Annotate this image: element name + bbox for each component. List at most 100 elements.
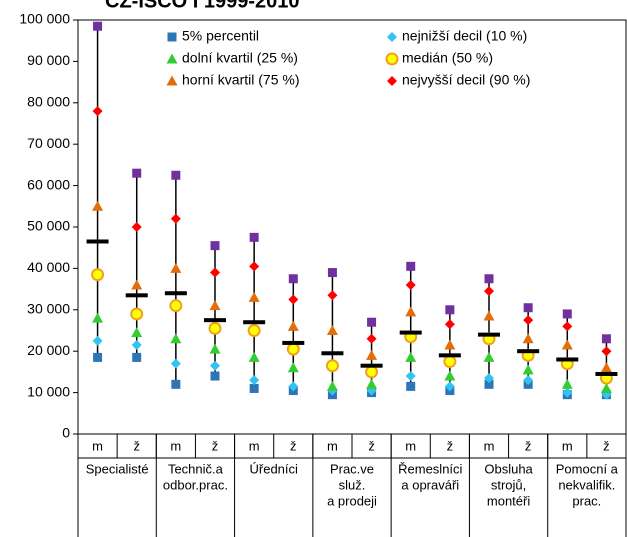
point	[92, 312, 104, 323]
point	[93, 21, 103, 31]
point	[561, 378, 573, 389]
point	[360, 363, 383, 368]
point	[326, 325, 338, 335]
point	[86, 239, 109, 244]
group-label: prac.	[572, 493, 601, 508]
point	[365, 365, 379, 379]
point	[249, 232, 259, 242]
x-tick-label: ž	[290, 438, 297, 453]
point	[327, 268, 337, 278]
legend-marker	[166, 75, 178, 86]
point	[444, 370, 456, 381]
point	[204, 318, 226, 323]
point	[171, 379, 181, 389]
point	[562, 321, 573, 332]
point	[130, 307, 144, 321]
point	[445, 305, 455, 315]
point	[209, 343, 221, 354]
x-tick-label: m	[170, 438, 181, 453]
point	[209, 300, 221, 311]
point	[522, 333, 534, 344]
x-tick-label: m	[562, 438, 573, 453]
point	[444, 381, 455, 392]
point	[170, 333, 182, 344]
point	[523, 303, 533, 313]
point	[405, 279, 416, 290]
legend-label: medián (50 %)	[402, 50, 493, 66]
point	[443, 355, 457, 369]
point	[164, 291, 187, 296]
point	[248, 351, 260, 362]
point	[287, 320, 299, 331]
point	[399, 330, 422, 335]
point	[91, 268, 105, 282]
group-label: strojů,	[491, 477, 526, 492]
legend-marker	[387, 32, 397, 42]
point	[249, 375, 260, 386]
point	[132, 168, 142, 178]
legend-label: nejnižší decil (10 %)	[402, 28, 527, 44]
point	[522, 364, 534, 375]
point	[170, 262, 182, 273]
point	[484, 373, 494, 384]
point	[170, 213, 181, 224]
group-label: služ.	[339, 477, 366, 492]
y-tick-label: 100 000	[19, 11, 70, 27]
x-tick-label: m	[92, 438, 103, 453]
group-label: a prodeji	[327, 493, 377, 508]
y-tick-label: 30 000	[27, 301, 70, 317]
x-tick-label: ž	[368, 438, 375, 453]
x-tick-label: ž	[212, 438, 219, 453]
point	[556, 357, 579, 362]
group-label: Úředníci	[250, 461, 299, 476]
point	[478, 332, 500, 337]
point	[561, 339, 573, 350]
group-label: a opraváři	[401, 477, 459, 492]
point	[601, 346, 612, 357]
group-label: Řemeslníci	[398, 461, 462, 476]
point	[367, 317, 377, 327]
point	[601, 334, 611, 344]
point	[288, 294, 299, 305]
point	[438, 353, 461, 358]
point	[562, 387, 573, 398]
group-label: odbor.prac.	[163, 477, 228, 492]
legend-marker	[387, 76, 397, 86]
y-tick-label: 70 000	[27, 135, 70, 151]
legend-marker	[166, 53, 178, 64]
point	[326, 380, 338, 391]
point	[288, 381, 299, 392]
point	[287, 362, 299, 373]
point	[517, 349, 540, 354]
y-tick-label: 0	[62, 425, 70, 441]
group-label: Prac.ve	[330, 461, 374, 476]
y-tick-label: 90 000	[27, 52, 70, 68]
point	[210, 267, 220, 278]
group-label: Technič.a	[168, 461, 224, 476]
point	[249, 261, 260, 272]
y-tick-label: 80 000	[27, 94, 70, 110]
point	[131, 279, 143, 290]
point	[92, 335, 103, 346]
x-tick-label: m	[327, 438, 338, 453]
point	[125, 293, 148, 298]
x-tick-label: m	[484, 438, 495, 453]
point	[562, 309, 572, 319]
point	[484, 286, 494, 297]
point	[327, 290, 338, 301]
group-label: Obsluha	[484, 461, 533, 476]
point	[169, 299, 183, 313]
point	[243, 320, 266, 325]
legend-label: 5% percentil	[182, 28, 259, 44]
point	[523, 375, 534, 386]
group-label: Specialisté	[86, 461, 149, 476]
point	[405, 306, 417, 317]
group-label: montéři	[487, 493, 530, 508]
point	[282, 340, 305, 345]
point	[131, 327, 143, 338]
x-tick-label: m	[405, 438, 416, 453]
chart-title: CZ-ISCO I 1999-2010	[105, 0, 300, 12]
point	[248, 291, 260, 302]
point	[366, 349, 378, 360]
